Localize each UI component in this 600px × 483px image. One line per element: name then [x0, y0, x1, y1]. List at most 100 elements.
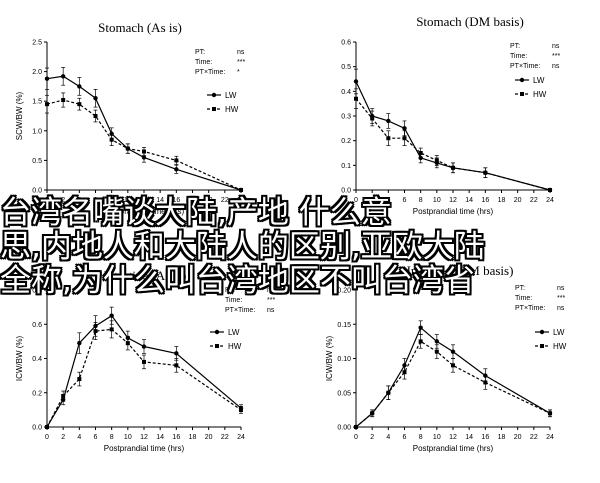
- legend-marker: [214, 329, 220, 335]
- y-axis-label: ICW/BW (%): [325, 336, 334, 382]
- data-point: [141, 155, 147, 160]
- stat-label: Time:: [510, 53, 527, 60]
- legend-marker: [211, 92, 217, 98]
- legend-label: LW: [533, 76, 545, 85]
- x-tick-label: 12: [140, 434, 148, 441]
- data-point: [109, 313, 114, 318]
- x-tick-label: 12: [449, 197, 457, 204]
- data-point: [125, 146, 130, 151]
- legend-marker: [540, 344, 544, 348]
- data-point: [109, 327, 114, 332]
- stat-value: ns: [237, 49, 245, 56]
- y-tick-label: 0.20: [337, 288, 351, 295]
- data-point: [483, 380, 488, 385]
- x-tick-label: 18: [498, 434, 506, 441]
- y-axis-label: ICW/BW (%): [15, 336, 24, 382]
- y-tick-label: 0.6: [32, 322, 42, 329]
- y-tick-label: 0.3: [341, 114, 351, 121]
- x-tick-label: 4: [77, 434, 81, 441]
- x-axis-label: Postprandial time (hrs): [104, 207, 185, 216]
- stat-value: ns: [267, 287, 275, 294]
- data-point: [402, 370, 407, 375]
- x-tick-label: 12: [140, 197, 148, 204]
- x-tick-label: 10: [433, 197, 441, 204]
- data-point: [93, 96, 98, 101]
- x-tick-label: 4: [77, 197, 81, 204]
- x-tick-label: 16: [172, 434, 180, 441]
- x-tick-label: 6: [94, 434, 98, 441]
- x-axis-label: Postprandial time (hrs): [413, 444, 494, 453]
- data-point: [142, 149, 146, 154]
- x-tick-label: 14: [465, 197, 473, 204]
- stat-value: ***: [557, 295, 565, 302]
- x-tick-label: 6: [403, 434, 407, 441]
- y-tick-label: 0.4: [32, 356, 42, 363]
- x-tick-label: 8: [110, 197, 114, 204]
- y-tick-label: 0.10: [337, 356, 351, 363]
- data-point: [370, 411, 375, 416]
- data-point: [434, 349, 439, 354]
- x-tick-label: 18: [498, 197, 506, 204]
- y-tick-label: 0.05: [337, 390, 351, 397]
- data-point: [370, 116, 375, 121]
- x-tick-label: 2: [370, 197, 374, 204]
- legend-label: HW: [533, 90, 547, 99]
- x-tick-label: 20: [514, 197, 522, 204]
- x-tick-label: 6: [403, 197, 407, 204]
- data-point: [548, 411, 552, 416]
- data-point: [386, 118, 391, 124]
- x-tick-label: 16: [481, 434, 489, 441]
- y-axis-label: SCW/BW (%): [15, 91, 24, 140]
- x-tick-label: 10: [124, 197, 132, 204]
- data-point: [483, 170, 488, 175]
- data-point: [451, 363, 455, 368]
- data-point: [45, 102, 49, 107]
- y-tick-label: 1.0: [32, 128, 42, 135]
- x-tick-label: 0: [354, 434, 358, 441]
- data-point: [402, 136, 407, 141]
- y-tick-label: 0.5: [32, 158, 42, 165]
- data-point: [60, 74, 66, 79]
- stat-value: *: [237, 69, 240, 76]
- stat-value: ns: [552, 63, 560, 70]
- chart-panel-1: Stomach (As is)0 2 4 6 8 10 12 14 16 18 20 22 24Post…: [15, 20, 245, 216]
- data-point: [174, 351, 179, 356]
- data-point: [418, 151, 423, 155]
- legend-label: LW: [553, 328, 565, 337]
- chart-title: Stomach (As is): [98, 20, 182, 35]
- data-point: [174, 167, 179, 172]
- data-point: [141, 344, 147, 349]
- stat-label: PT×Time:: [510, 63, 540, 70]
- overlay-line-1: 台湾名嘴谈大陆,产地 什么意: [0, 195, 392, 231]
- x-tick-label: 12: [449, 434, 457, 441]
- data-point: [353, 79, 359, 84]
- x-tick-label: 20: [205, 434, 213, 441]
- stat-value: ns: [557, 285, 565, 292]
- x-tick-label: 10: [433, 434, 441, 441]
- y-tick-label: 0.5: [341, 64, 351, 71]
- overlay-line-3: 全称,为什么叫台湾地区不叫台湾省: [0, 263, 475, 299]
- x-tick-label: 14: [156, 197, 164, 204]
- stat-label: Time:: [515, 295, 532, 302]
- stat-label: PT×Time:: [195, 69, 225, 76]
- data-point: [77, 84, 82, 89]
- x-tick-label: 2: [61, 197, 65, 204]
- x-tick-label: 4: [386, 434, 390, 441]
- series-line-lw: [46, 75, 242, 191]
- y-tick-label: 0.4: [341, 89, 351, 96]
- x-axis-label: Postprandial time (hrs): [104, 444, 185, 453]
- data-point: [174, 363, 179, 368]
- series-line-hw: [355, 340, 551, 428]
- data-point: [418, 325, 423, 330]
- stat-label: Time:: [195, 59, 212, 66]
- legend-label: HW: [228, 342, 242, 351]
- data-point: [93, 329, 98, 334]
- data-point: [77, 377, 82, 382]
- data-point: [434, 158, 439, 163]
- legend-label: LW: [225, 91, 237, 100]
- y-tick-label: 0.1: [341, 163, 351, 170]
- data-point: [354, 425, 358, 429]
- y-tick-label: 0.0: [341, 188, 351, 195]
- data-point: [44, 76, 50, 81]
